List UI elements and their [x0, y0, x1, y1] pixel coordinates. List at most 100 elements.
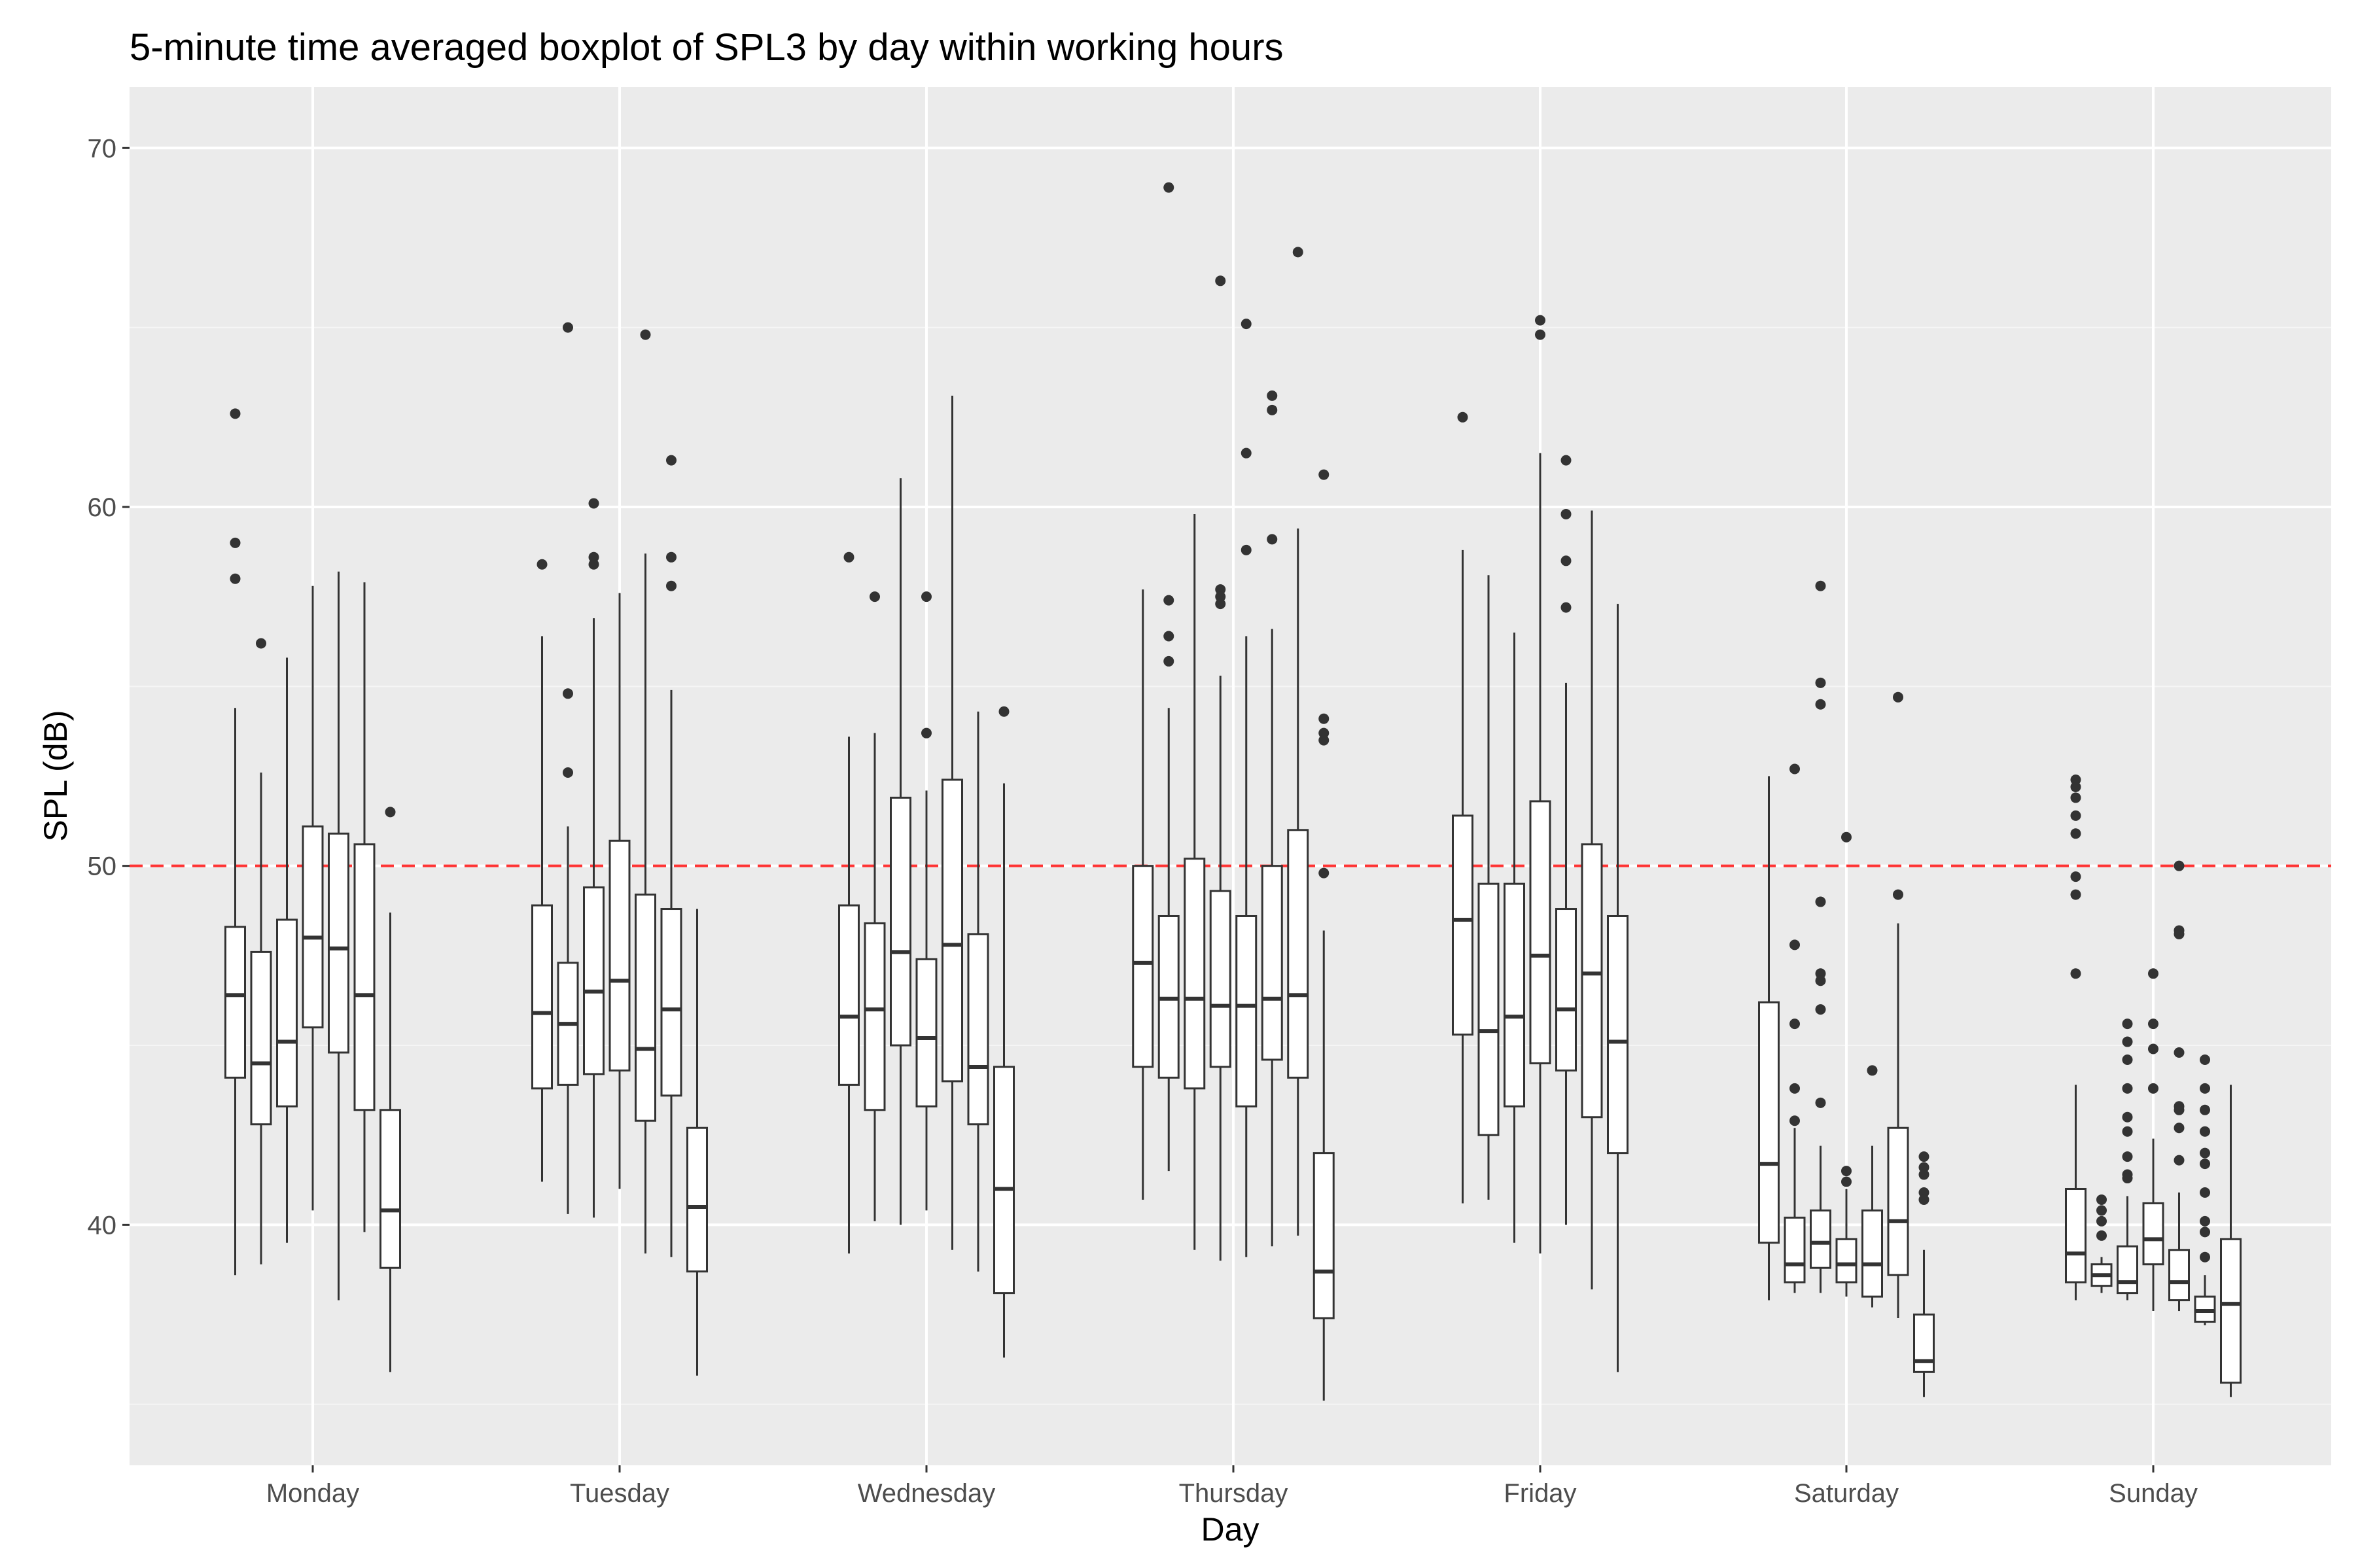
outlier-point [2200, 1159, 2210, 1170]
outlier-point [1163, 631, 1174, 642]
box [1477, 882, 1500, 1136]
plot-panel [130, 87, 2331, 1465]
box [1132, 865, 1154, 1068]
outlier-point [1318, 727, 1330, 739]
outlier-point [2174, 1047, 2185, 1058]
outlier-point [640, 329, 651, 340]
outlier-point [2122, 1083, 2133, 1094]
outlier-point [1918, 1187, 1929, 1198]
box-group-tuesday [531, 322, 708, 1376]
outlier-point [1789, 763, 1800, 775]
outlier-point [2174, 1123, 2185, 1134]
outlier-point [2148, 1043, 2158, 1054]
box [1810, 1209, 1831, 1269]
box [1555, 908, 1577, 1071]
outlier-point [1815, 896, 1826, 907]
outlier-point [2174, 1155, 2185, 1166]
x-tick-label: Sunday [2109, 1479, 2198, 1508]
box [2117, 1245, 2138, 1295]
box [967, 933, 989, 1126]
outlier-point [2070, 774, 2081, 785]
outlier-point [2096, 1194, 2107, 1205]
outlier-point [563, 767, 573, 778]
box [276, 918, 298, 1107]
outlier-point [998, 706, 1010, 717]
outlier-point [1215, 584, 1226, 595]
box-groups [224, 182, 2242, 1401]
outlier-point [666, 580, 677, 591]
box [1261, 865, 1283, 1061]
outlier-point [1163, 595, 1174, 606]
outlier-point [1918, 1194, 1929, 1205]
outlier-point [1815, 1097, 1826, 1108]
outlier-point [2174, 1104, 2185, 1115]
outlier-point [2096, 1230, 2107, 1241]
outlier-point [256, 638, 266, 649]
y-axis: 40 50 60 70 [88, 134, 130, 1240]
x-axis-title: Day [1201, 1511, 1259, 1548]
outlier-point [2122, 1019, 2133, 1030]
outlier-point [1893, 691, 1903, 703]
outlier-point [1318, 867, 1330, 879]
outlier-point [2070, 968, 2081, 979]
outlier-point [1318, 735, 1330, 746]
y-tick-label: 60 [88, 493, 117, 522]
box [915, 958, 938, 1107]
box [224, 926, 246, 1079]
outlier-point [2070, 781, 2081, 792]
box [2142, 1202, 2164, 1266]
outlier-point [1163, 655, 1174, 667]
outlier-point [2096, 1205, 2107, 1216]
box [1835, 1238, 1858, 1283]
outlier-point [2148, 1083, 2158, 1094]
outlier-point [1163, 182, 1174, 193]
outlier-point [2200, 1187, 2210, 1198]
x-tick-label: Saturday [1794, 1479, 1899, 1508]
box [1287, 829, 1309, 1079]
outlier-point [921, 727, 932, 739]
outlier-point [2148, 1019, 2158, 1030]
box [1452, 814, 1473, 1036]
outlier-point [1815, 699, 1826, 710]
box [1504, 882, 1525, 1107]
box-group-saturday [1758, 580, 1935, 1397]
outlier-point [1789, 1019, 1800, 1030]
box [1607, 915, 1629, 1155]
outlier-point [1789, 1083, 1800, 1094]
outlier-point [1893, 889, 1903, 900]
box [2065, 1188, 2087, 1283]
outlier-point [588, 551, 599, 563]
outlier-point [563, 688, 573, 699]
outlier-point [2122, 1151, 2133, 1162]
outlier-point [1241, 447, 1252, 459]
outlier-point [2070, 828, 2081, 839]
outlier-point [2200, 1251, 2210, 1263]
outlier-point [2200, 1147, 2210, 1159]
y-tick-label: 70 [88, 134, 117, 163]
outlier-point [1789, 939, 1800, 950]
box [1235, 915, 1258, 1107]
outlier-point [1918, 1169, 1929, 1180]
outlier-point [1535, 329, 1545, 340]
outlier-point [1841, 831, 1852, 843]
box [660, 908, 682, 1097]
x-tick-label: Wednesday [858, 1479, 996, 1508]
outlier-point [1841, 1166, 1852, 1177]
box [1861, 1209, 1883, 1298]
outlier-point [2200, 1215, 2210, 1227]
outlier-point [230, 573, 241, 584]
outlier-point [1292, 247, 1303, 258]
outlier-point [1815, 968, 1826, 979]
box-group-monday [224, 408, 401, 1372]
box-group-wednesday [838, 395, 1015, 1358]
minor-gridlines [130, 326, 2331, 1405]
x-tick-label: Friday [1504, 1479, 1576, 1508]
outlier-point [2200, 1083, 2210, 1094]
outlier-point [1535, 315, 1545, 326]
box-group-thursday [1132, 182, 1335, 1401]
outlier-point [2122, 1036, 2133, 1047]
box [1758, 1001, 1780, 1244]
outlier-point [1267, 390, 1278, 401]
box [864, 922, 886, 1111]
outlier-point [2122, 1173, 2133, 1184]
